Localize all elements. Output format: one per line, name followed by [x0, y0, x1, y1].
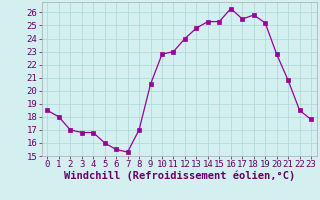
X-axis label: Windchill (Refroidissement éolien,°C): Windchill (Refroidissement éolien,°C): [64, 171, 295, 181]
